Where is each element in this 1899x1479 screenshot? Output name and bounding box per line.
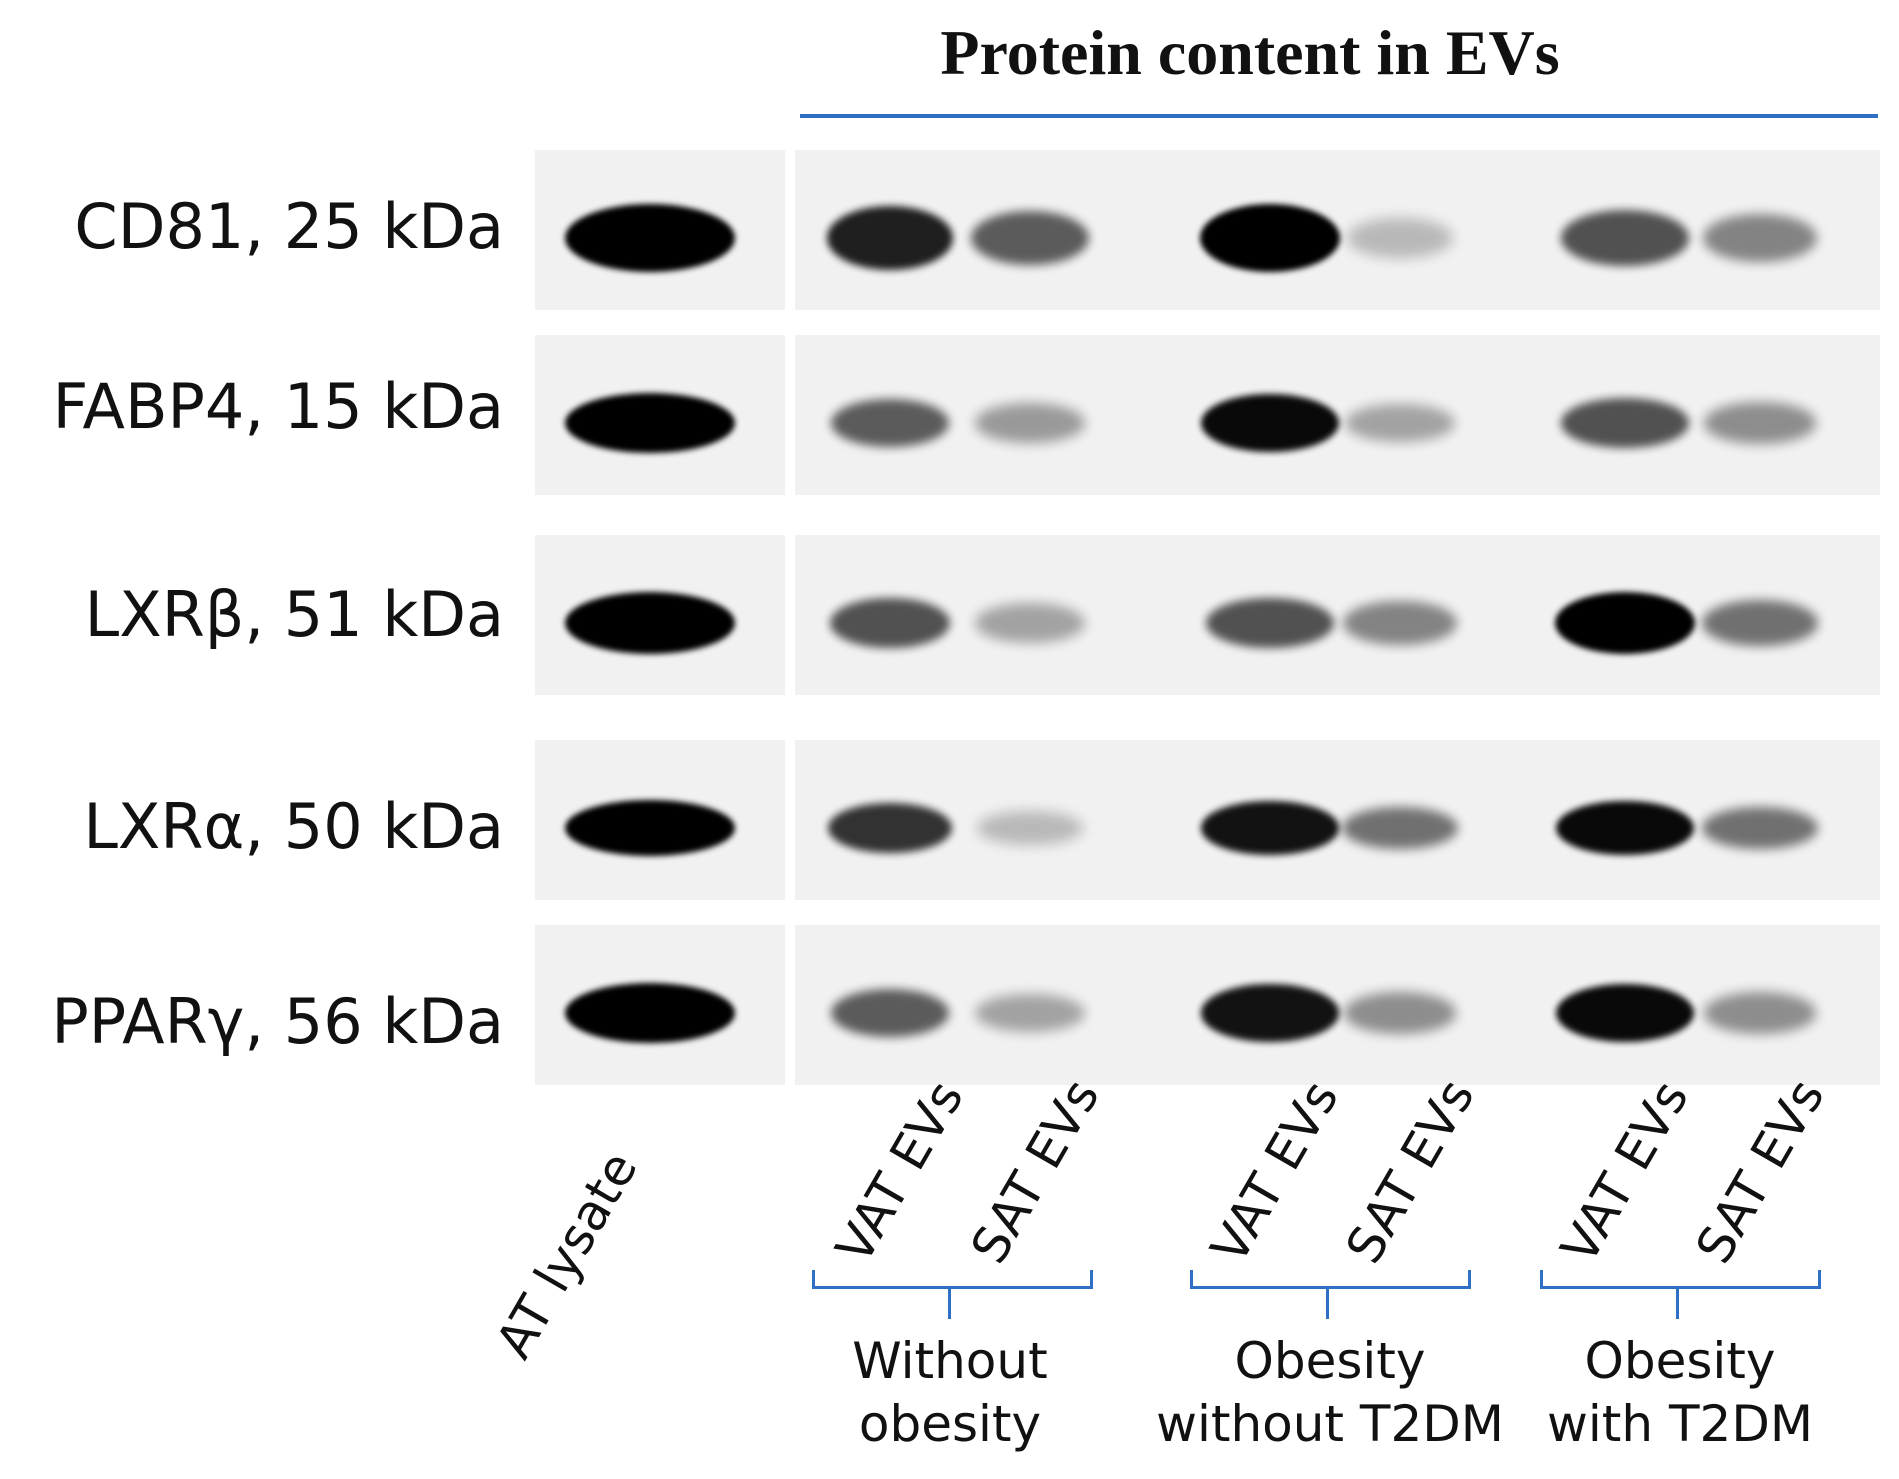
group-label-obesity-without-t2dm-line2: without T2DM bbox=[1156, 1394, 1504, 1453]
lane-label-sat-evs-3: SAT EVs bbox=[1684, 1069, 1836, 1273]
band-ppar-gamma-lane-4 bbox=[1201, 984, 1339, 1042]
band-lxra-lane-4 bbox=[1201, 801, 1339, 855]
band-fabp4-lane-7 bbox=[1704, 402, 1816, 444]
blot-panel-lxra-2 bbox=[795, 740, 1880, 900]
bracket-stem-obesity-without-t2dm bbox=[1326, 1289, 1329, 1319]
band-lxra-lane-5 bbox=[1342, 806, 1458, 850]
row-label-lxrb: LXRβ, 51 kDa bbox=[84, 578, 504, 651]
title-underline bbox=[800, 114, 1878, 118]
band-cd81-lane-5 bbox=[1346, 217, 1454, 259]
band-cd81-lane-6 bbox=[1560, 210, 1690, 266]
band-ppar-gamma-lane-7 bbox=[1704, 992, 1816, 1034]
bracket-stem-without-obesity bbox=[948, 1289, 951, 1319]
group-label-without-obesity: Without obesity bbox=[810, 1330, 1090, 1455]
lane-label-vat-evs-2: VAT EVs bbox=[1199, 1071, 1350, 1273]
group-label-without-obesity-line1: Without bbox=[852, 1332, 1048, 1390]
row-label-cd81: CD81, 25 kDa bbox=[74, 190, 504, 263]
lane-label-sat-evs-2: SAT EVs bbox=[1334, 1069, 1486, 1273]
band-lxra-lane-7 bbox=[1702, 806, 1818, 850]
band-lxra-lane-3 bbox=[976, 811, 1084, 845]
band-lxra-lane-6 bbox=[1555, 800, 1695, 856]
band-lxrb-lane-2 bbox=[830, 597, 950, 649]
band-fabp4-lane-6 bbox=[1560, 398, 1690, 448]
band-fabp4-lane-2 bbox=[830, 399, 950, 447]
band-lxrb-lane-4 bbox=[1205, 597, 1335, 649]
blot-panel-lxrb-2 bbox=[795, 535, 1880, 695]
band-cd81-lane-1 bbox=[565, 204, 735, 272]
band-cd81-lane-7 bbox=[1703, 213, 1817, 263]
group-label-obesity-with-t2dm: Obesity with T2DM bbox=[1510, 1330, 1850, 1455]
band-lxrb-lane-1 bbox=[565, 592, 735, 654]
bracket-stem-obesity-with-t2dm bbox=[1676, 1289, 1679, 1319]
band-lxra-lane-1 bbox=[565, 800, 735, 856]
band-fabp4-lane-3 bbox=[974, 403, 1086, 443]
bracket-without-obesity bbox=[812, 1270, 1093, 1289]
group-label-obesity-without-t2dm-line1: Obesity bbox=[1234, 1332, 1426, 1390]
lane-label-vat-evs-3: VAT EVs bbox=[1549, 1071, 1700, 1273]
group-label-obesity-with-t2dm-line2: with T2DM bbox=[1547, 1394, 1813, 1453]
band-ppar-gamma-lane-5 bbox=[1344, 992, 1456, 1034]
band-cd81-lane-4 bbox=[1200, 204, 1340, 272]
band-lxrb-lane-3 bbox=[975, 603, 1085, 643]
band-fabp4-lane-4 bbox=[1200, 393, 1340, 453]
band-ppar-gamma-lane-6 bbox=[1555, 983, 1695, 1043]
blot-panel-fabp4-2 bbox=[795, 335, 1880, 495]
group-label-obesity-with-t2dm-line1: Obesity bbox=[1584, 1332, 1776, 1390]
band-lxrb-lane-6 bbox=[1555, 592, 1695, 654]
lane-label-vat-evs-1: VAT EVs bbox=[824, 1071, 975, 1273]
band-cd81-lane-2 bbox=[826, 206, 954, 270]
bracket-obesity-with-t2dm bbox=[1540, 1270, 1821, 1289]
group-label-without-obesity-line2: obesity bbox=[858, 1394, 1042, 1453]
band-ppar-gamma-lane-2 bbox=[830, 989, 950, 1037]
band-fabp4-lane-5 bbox=[1345, 403, 1455, 443]
row-label-fabp4: FABP4, 15 kDa bbox=[52, 370, 504, 443]
band-cd81-lane-3 bbox=[970, 210, 1090, 266]
band-lxrb-lane-7 bbox=[1702, 599, 1818, 647]
group-label-obesity-without-t2dm: Obesity without T2DM bbox=[1130, 1330, 1530, 1455]
lane-label-at-lysate: AT lysate bbox=[484, 1142, 649, 1368]
band-ppar-gamma-lane-3 bbox=[975, 993, 1085, 1033]
blot-panel-ppar-gamma-2 bbox=[795, 925, 1880, 1085]
figure-title: Protein content in EVs bbox=[940, 17, 1560, 88]
band-ppar-gamma-lane-1 bbox=[565, 983, 735, 1043]
band-lxrb-lane-5 bbox=[1343, 601, 1457, 645]
band-lxra-lane-2 bbox=[828, 803, 952, 853]
bracket-obesity-without-t2dm bbox=[1190, 1270, 1471, 1289]
lane-label-sat-evs-1: SAT EVs bbox=[959, 1069, 1111, 1273]
band-fabp4-lane-1 bbox=[565, 393, 735, 453]
row-label-ppar-gamma: PPARγ, 56 kDa bbox=[51, 985, 504, 1058]
row-label-lxra: LXRα, 50 kDa bbox=[83, 790, 504, 863]
